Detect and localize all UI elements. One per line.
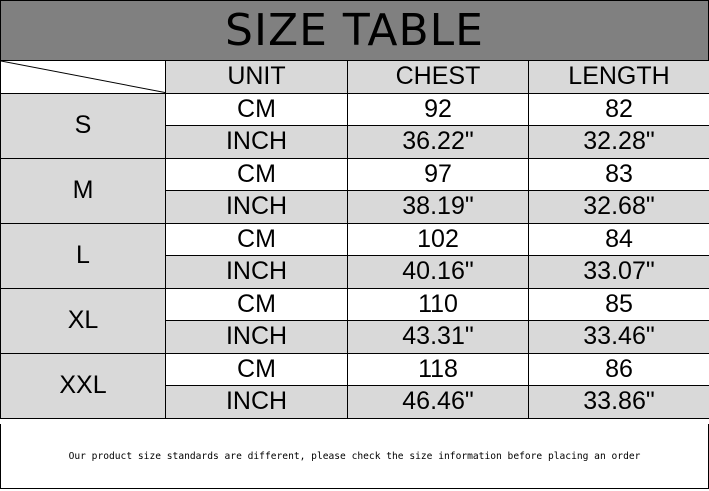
- table-row: INCH 38.19" 32.68": [1, 190, 709, 224]
- table-row: XXL CM 118 86: [0, 352, 709, 419]
- chest-cell: 43.31": [347, 320, 529, 354]
- unit-cell: CM: [165, 222, 348, 256]
- length-cell: 32.68": [528, 190, 709, 224]
- table-row: M CM 97 83: [0, 157, 709, 224]
- size-label: S: [0, 92, 166, 159]
- size-table-title: SIZE TABLE: [0, 0, 709, 60]
- table-row: INCH 46.46" 33.86": [1, 385, 709, 419]
- footer-note: Our product size standards are different…: [0, 424, 709, 489]
- size-label: L: [0, 222, 166, 289]
- length-cell: 33.86": [528, 385, 709, 419]
- header-chest: CHEST: [347, 60, 529, 94]
- length-cell: 84: [528, 222, 709, 256]
- unit-cell: CM: [165, 157, 348, 191]
- table-row: XL CM 110 85: [0, 287, 709, 354]
- size-label: M: [0, 157, 166, 224]
- header-row: UNIT CHEST LENGTH: [0, 60, 709, 94]
- chest-cell: 36.22": [347, 125, 529, 159]
- header-length: LENGTH: [528, 60, 709, 94]
- chest-cell: 97: [347, 157, 529, 191]
- table-row: INCH 43.31" 33.46": [1, 320, 709, 354]
- unit-cell: INCH: [165, 320, 348, 354]
- size-label: XL: [0, 287, 166, 354]
- length-cell: 86: [528, 352, 709, 386]
- length-cell: 83: [528, 157, 709, 191]
- chest-cell: 110: [347, 287, 529, 321]
- chest-cell: 102: [347, 222, 529, 256]
- unit-cell: INCH: [165, 255, 348, 289]
- size-table: UNIT CHEST LENGTH S CM 92 82 INCH 36.22" …: [0, 60, 709, 419]
- corner-cell: [0, 60, 166, 94]
- size-label: XXL: [0, 352, 166, 419]
- unit-cell: CM: [165, 352, 348, 386]
- chest-cell: 38.19": [347, 190, 529, 224]
- length-cell: 32.28": [528, 125, 709, 159]
- table-row: INCH 40.16" 33.07": [1, 255, 709, 289]
- chest-cell: 40.16": [347, 255, 529, 289]
- length-cell: 85: [528, 287, 709, 321]
- unit-cell: CM: [165, 287, 348, 321]
- chest-cell: 118: [347, 352, 529, 386]
- length-cell: 82: [528, 92, 709, 126]
- header-unit: UNIT: [165, 60, 348, 94]
- unit-cell: INCH: [165, 385, 348, 419]
- length-cell: 33.46": [528, 320, 709, 354]
- unit-cell: INCH: [165, 190, 348, 224]
- table-row: L CM 102 84: [0, 222, 709, 289]
- length-cell: 33.07": [528, 255, 709, 289]
- chest-cell: 92: [347, 92, 529, 126]
- unit-cell: INCH: [165, 125, 348, 159]
- chest-cell: 46.46": [347, 385, 529, 419]
- unit-cell: CM: [165, 92, 348, 126]
- table-row: S CM 92 82: [0, 92, 709, 159]
